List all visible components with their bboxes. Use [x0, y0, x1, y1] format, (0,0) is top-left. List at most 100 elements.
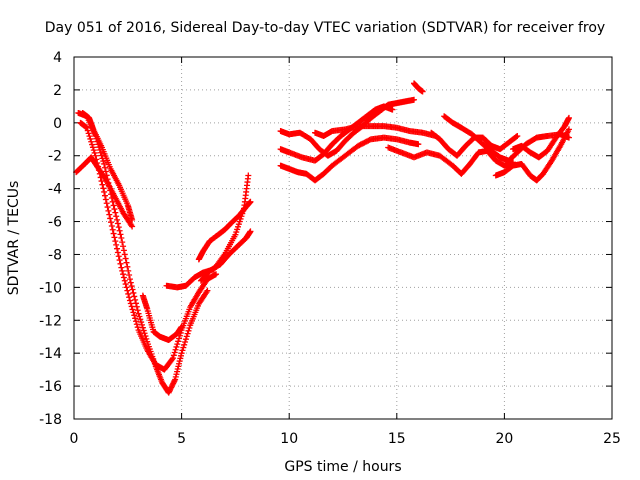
- data-point: [129, 216, 136, 223]
- data-point: [171, 349, 178, 356]
- data-point: [565, 126, 572, 133]
- data-point: [131, 312, 138, 319]
- data-point: [111, 234, 118, 241]
- data-point: [135, 310, 142, 317]
- series-arc9: [277, 134, 422, 184]
- data-point: [99, 181, 106, 188]
- data-point: [134, 324, 141, 331]
- series-arc16: [441, 113, 572, 164]
- data-point: [129, 306, 136, 313]
- data-point: [143, 335, 150, 342]
- data-point: [87, 135, 94, 142]
- data-point: [127, 300, 134, 307]
- x-tick-label: 20: [495, 431, 513, 447]
- data-point: [124, 263, 131, 270]
- data-point: [108, 219, 115, 226]
- data-point: [109, 226, 116, 233]
- data-point: [98, 178, 105, 185]
- y-tick-label: -16: [39, 379, 62, 395]
- data-point: [513, 133, 520, 140]
- data-point: [247, 228, 254, 235]
- data-point: [103, 200, 110, 207]
- data-point: [140, 327, 147, 334]
- data-point: [180, 344, 187, 351]
- y-tick-label: -12: [39, 313, 62, 329]
- data-point: [137, 316, 144, 323]
- data-point: [86, 133, 93, 140]
- data-point: [102, 168, 109, 175]
- data-point: [128, 222, 135, 229]
- data-point: [88, 138, 95, 145]
- series-arc17: [492, 126, 572, 184]
- data-point: [115, 224, 122, 231]
- data-point: [170, 352, 177, 359]
- data-point: [419, 88, 426, 95]
- data-point: [106, 211, 113, 218]
- data-point: [102, 196, 109, 203]
- x-tick-label: 0: [70, 431, 79, 447]
- chart-title: Day 051 of 2016, Sidereal Day-to-day VTE…: [45, 20, 605, 36]
- data-point: [120, 243, 127, 250]
- data-point: [130, 289, 137, 296]
- data-point: [178, 323, 185, 330]
- data-point: [121, 277, 128, 284]
- series-arc18: [510, 114, 572, 161]
- series-arc12: [312, 123, 439, 139]
- data-point: [130, 309, 137, 316]
- data-point: [97, 149, 104, 156]
- data-point: [136, 313, 143, 320]
- data-point: [139, 321, 146, 328]
- data-point: [514, 132, 521, 139]
- data-point: [123, 259, 130, 266]
- series-arc7: [195, 198, 254, 263]
- data-point: [179, 347, 186, 354]
- data-point: [183, 333, 190, 340]
- data-point: [84, 127, 91, 134]
- data-point: [181, 341, 188, 348]
- y-tick-label: 4: [53, 50, 62, 66]
- data-point: [111, 206, 118, 213]
- plot-border: [73, 56, 613, 420]
- data-point: [125, 267, 132, 274]
- data-point: [119, 267, 126, 274]
- data-point: [126, 276, 133, 283]
- x-axis-label: GPS time / hours: [284, 459, 401, 475]
- series-arc2: [77, 119, 220, 373]
- data-point: [119, 239, 126, 246]
- data-point: [389, 106, 396, 113]
- data-point: [204, 287, 211, 294]
- x-tick-label: 10: [280, 431, 298, 447]
- data-point: [131, 293, 138, 300]
- series-arc8: [197, 228, 254, 284]
- data-point: [185, 327, 192, 334]
- data-point: [91, 149, 98, 156]
- data-point: [114, 249, 121, 256]
- data-point: [121, 251, 128, 258]
- data-point: [123, 284, 130, 291]
- data-point: [169, 356, 176, 363]
- data-point: [129, 223, 136, 230]
- data-point: [107, 215, 114, 222]
- data-point: [118, 264, 125, 271]
- data-point: [132, 296, 139, 303]
- data-point: [133, 321, 140, 328]
- data-point: [120, 247, 127, 254]
- data-point: [117, 260, 124, 267]
- data-point: [108, 222, 115, 229]
- data-point: [415, 141, 422, 148]
- data-point: [172, 346, 179, 353]
- series-arc4: [79, 109, 136, 223]
- data-point: [213, 271, 220, 278]
- data-point: [85, 130, 92, 137]
- data-point: [92, 152, 99, 159]
- data-point: [113, 213, 120, 220]
- y-tick-label: -6: [48, 215, 62, 231]
- data-point: [411, 96, 418, 103]
- data-point: [120, 274, 127, 281]
- y-tick-label: -2: [48, 149, 62, 165]
- data-point: [129, 286, 136, 293]
- data-point: [182, 338, 189, 345]
- data-point: [101, 164, 108, 171]
- data-point: [203, 288, 210, 295]
